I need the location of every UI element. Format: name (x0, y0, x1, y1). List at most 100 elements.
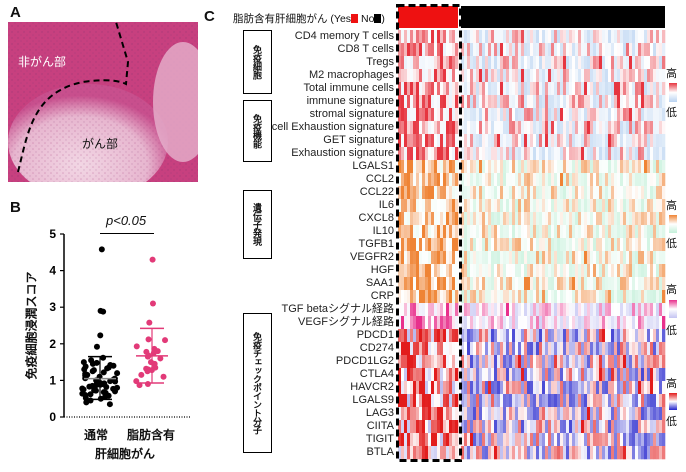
heatmap-cell (467, 186, 471, 200)
heatmap-cell (437, 368, 441, 382)
y-tick-label: 2 (49, 337, 56, 351)
heatmap-cell (512, 264, 516, 278)
heatmap-cell (512, 147, 516, 161)
heatmap-cell (446, 303, 450, 317)
heatmap-cell (473, 329, 477, 343)
heatmap-cell (431, 56, 435, 70)
heatmap-cell (461, 407, 465, 421)
heatmap-cell (518, 290, 522, 304)
data-point (82, 394, 89, 401)
heatmap-cell (449, 199, 453, 213)
heatmap-cell (545, 342, 549, 356)
heatmap-cell (554, 108, 558, 122)
heatmap-cell (662, 56, 666, 70)
heatmap-cell (485, 290, 489, 304)
heatmap-cell (431, 186, 435, 200)
heatmap-cell (656, 30, 660, 44)
heatmap-cell (560, 238, 564, 252)
heatmap-cell (407, 225, 411, 239)
heatmap-cell (659, 277, 663, 291)
heatmap-cell (419, 134, 423, 148)
heatmap-cell (632, 108, 636, 122)
heatmap-cell (521, 238, 525, 252)
heatmap-cell (602, 134, 606, 148)
heatmap-cell (659, 69, 663, 83)
heatmap-cell (602, 355, 606, 369)
heatmap-cell (650, 95, 654, 109)
heatmap-cell (482, 30, 486, 44)
heatmap-cell (467, 290, 471, 304)
heatmap-cell (602, 264, 606, 278)
heatmap-cell (419, 199, 423, 213)
heatmap-cell (596, 433, 600, 447)
heatmap-cell (566, 394, 570, 408)
heatmap-cell (617, 368, 621, 382)
heatmap-cell (659, 290, 663, 304)
heatmap-cell (461, 381, 465, 395)
heatmap-cell (527, 134, 531, 148)
heatmap-cell (650, 264, 654, 278)
heatmap-cell (434, 95, 438, 109)
heatmap-cell (608, 433, 612, 447)
heatmap-cell (650, 173, 654, 187)
heatmap-cell (479, 420, 483, 434)
heatmap-cell (482, 225, 486, 239)
heatmap-cell (530, 121, 534, 135)
heatmap-cell (644, 381, 648, 395)
heatmap-cell (605, 238, 609, 252)
heatmap-cell (602, 43, 606, 57)
heatmap-cell (404, 329, 408, 343)
heatmap-cell (638, 290, 642, 304)
heatmap-cell (635, 394, 639, 408)
heatmap-cell (422, 277, 426, 291)
heatmap-cell (659, 30, 663, 44)
heatmap-cell (623, 277, 627, 291)
heatmap-cell (449, 420, 453, 434)
heatmap-cell (626, 316, 630, 330)
heatmap-cell (623, 56, 627, 70)
heatmap-cell (491, 420, 495, 434)
heatmap-cell (410, 108, 414, 122)
heatmap-cell (638, 95, 642, 109)
heatmap-cell (518, 30, 522, 44)
heatmap-cell (473, 69, 477, 83)
heatmap-cell (623, 368, 627, 382)
heatmap-cell (626, 303, 630, 317)
heatmap-cell (626, 433, 630, 447)
heatmap-cell (416, 56, 420, 70)
heatmap-cell (641, 303, 645, 317)
heatmap-cell (482, 355, 486, 369)
heatmap-cell (488, 56, 492, 70)
heatmap-cell (605, 69, 609, 83)
heatmap-cell (419, 108, 423, 122)
heatmap-cell (521, 329, 525, 343)
heatmap-cell (428, 277, 432, 291)
heatmap-cell (428, 303, 432, 317)
heatmap-cell (422, 43, 426, 57)
heatmap-cell (521, 160, 525, 174)
heatmap-cell (476, 95, 480, 109)
heatmap-cell (506, 225, 510, 239)
heatmap-cell (593, 342, 597, 356)
heatmap-cell (584, 186, 588, 200)
heatmap-cell (491, 394, 495, 408)
row-label: TGFB1 (358, 238, 394, 250)
heatmap-cell (410, 225, 414, 239)
heatmap-cell (497, 290, 501, 304)
heatmap-cell (632, 238, 636, 252)
heatmap-cell (560, 407, 564, 421)
heatmap-cell (461, 433, 465, 447)
heatmap-cell (494, 303, 498, 317)
data-point (110, 362, 117, 369)
heatmap-cell (491, 199, 495, 213)
heatmap-cell (518, 173, 522, 187)
heatmap-cell (539, 199, 543, 213)
row-label: CD4 memory T cells (294, 30, 394, 42)
heatmap-cell (509, 407, 513, 421)
heatmap-cell (620, 147, 624, 161)
heatmap-cell (425, 238, 429, 252)
heatmap-cell (443, 342, 447, 356)
heatmap-cell (599, 186, 603, 200)
row-label: CD8 T cells (337, 43, 394, 55)
heatmap-cell (536, 121, 540, 135)
